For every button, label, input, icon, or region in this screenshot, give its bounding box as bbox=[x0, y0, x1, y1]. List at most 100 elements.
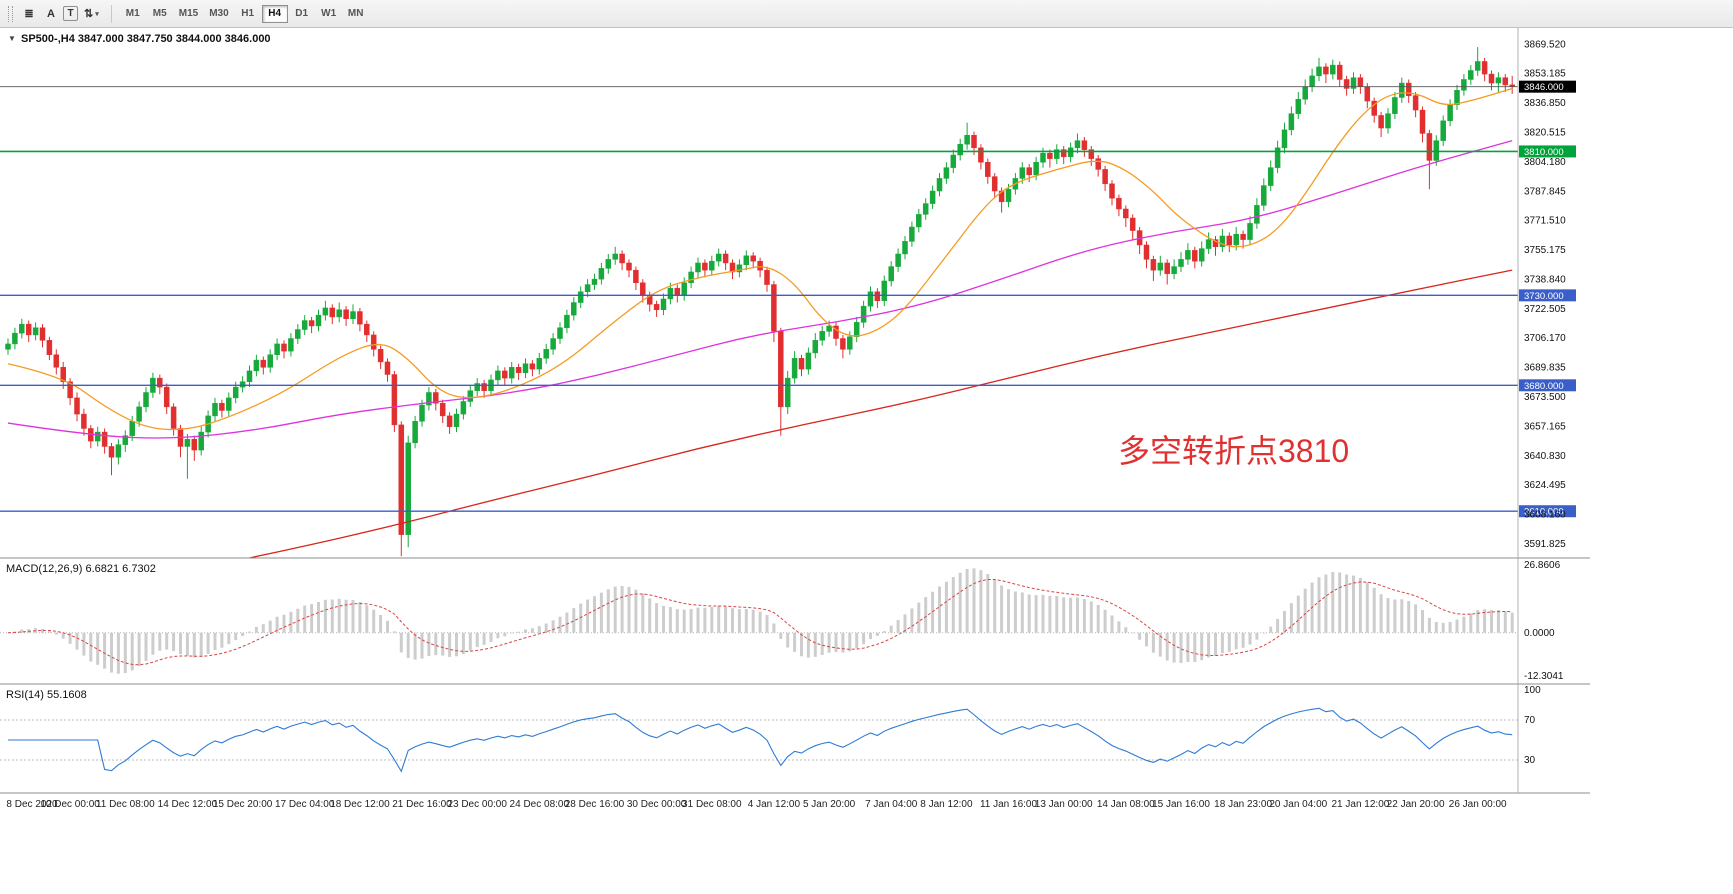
candle-down bbox=[874, 291, 881, 301]
time-label: 23 Dec 00:00 bbox=[447, 799, 507, 810]
candle-down bbox=[1481, 61, 1488, 75]
price-tick-label: 3657.165 bbox=[1524, 421, 1566, 432]
time-label: 11 Dec 08:00 bbox=[96, 799, 155, 810]
timeframe-D1[interactable]: D1 bbox=[289, 5, 315, 23]
candle-down bbox=[1357, 77, 1364, 87]
timeframe-H1[interactable]: H1 bbox=[235, 5, 261, 23]
window-list-button[interactable]: ≣ bbox=[19, 4, 39, 24]
candle-up bbox=[1385, 113, 1391, 129]
candle-down bbox=[25, 323, 32, 336]
candle-up bbox=[1281, 129, 1288, 149]
candle-up bbox=[929, 190, 936, 204]
candle-up bbox=[860, 305, 867, 323]
candle-up bbox=[1040, 152, 1046, 163]
timeframe-M5[interactable]: M5 bbox=[147, 5, 173, 23]
candle-down bbox=[1323, 66, 1329, 75]
macd-tick-min: -12.3041 bbox=[1524, 671, 1564, 682]
current-price-badge bbox=[1519, 80, 1576, 93]
time-label: 21 Jan 12:00 bbox=[1331, 799, 1389, 810]
price-axis[interactable]: 3810.000 3730.000 3680.000 3610.000 3846.000… bbox=[0, 28, 1590, 794]
candle-up bbox=[1219, 235, 1226, 248]
candle-up bbox=[1433, 140, 1440, 161]
hline-badge bbox=[1519, 505, 1576, 518]
symbol-dropdown-icon[interactable]: ▼ bbox=[8, 34, 16, 43]
candle-down bbox=[1081, 140, 1088, 150]
candle-up bbox=[322, 307, 329, 316]
candle-down bbox=[502, 370, 508, 379]
candle-down bbox=[626, 262, 632, 271]
candle-down bbox=[1336, 64, 1343, 80]
candle-up bbox=[791, 358, 798, 379]
candle-up bbox=[1205, 239, 1212, 249]
arrows-icon: ⇅ bbox=[84, 8, 94, 20]
candle-up bbox=[295, 329, 301, 339]
candle-down bbox=[998, 190, 1005, 203]
candle-up bbox=[1392, 97, 1398, 114]
candle-up bbox=[1247, 223, 1253, 240]
candle-up bbox=[184, 439, 191, 447]
candle-down bbox=[101, 431, 108, 447]
candle-down bbox=[281, 343, 287, 352]
timeframe-W1[interactable]: W1 bbox=[316, 5, 342, 23]
candle-up bbox=[1440, 120, 1446, 141]
rsi-tick-30: 30 bbox=[1524, 755, 1536, 766]
candle-down bbox=[1412, 95, 1419, 111]
price-tick-label: 3640.830 bbox=[1524, 451, 1566, 462]
candle-up bbox=[598, 268, 605, 280]
candle-up bbox=[419, 404, 425, 422]
candle-up bbox=[136, 406, 142, 422]
price-tick-label: 3836.850 bbox=[1524, 98, 1566, 109]
candle-down bbox=[1212, 239, 1219, 248]
candle-down bbox=[439, 403, 446, 417]
hline-badge-label: 3730.000 bbox=[1524, 291, 1564, 302]
candle-up bbox=[129, 421, 135, 436]
time-label: 15 Jan 16:00 bbox=[1152, 799, 1210, 810]
candle-down bbox=[384, 361, 391, 375]
current-price-label: 3846.000 bbox=[1524, 82, 1564, 93]
candle-up bbox=[812, 340, 819, 354]
candle-down bbox=[798, 358, 805, 370]
time-label: 28 Dec 16:00 bbox=[565, 799, 625, 810]
chart-title: SP500-,H4 3847.000 3847.750 3844.000 384… bbox=[21, 33, 271, 45]
candle-up bbox=[550, 338, 556, 350]
macd-signal-line bbox=[7, 578, 1513, 666]
candle-down bbox=[1164, 262, 1170, 275]
candle-up bbox=[571, 302, 577, 316]
candle-up bbox=[557, 327, 563, 339]
text-tool-button[interactable]: T bbox=[63, 6, 78, 21]
candle-up bbox=[1054, 149, 1060, 159]
candle-down bbox=[833, 325, 839, 339]
candle-down bbox=[1102, 169, 1108, 185]
candle-down bbox=[1143, 244, 1150, 260]
candle-up bbox=[909, 226, 915, 242]
candle-up bbox=[902, 241, 908, 255]
candle-down bbox=[377, 349, 384, 363]
candle-down bbox=[653, 304, 660, 310]
time-label: 17 Dec 04:00 bbox=[275, 799, 335, 810]
timeframe-M15[interactable]: M15 bbox=[174, 5, 203, 23]
candle-down bbox=[1240, 233, 1246, 240]
candle-up bbox=[564, 314, 570, 328]
timeframe-M1[interactable]: M1 bbox=[120, 5, 146, 23]
price-tick-label: 3722.505 bbox=[1524, 304, 1566, 315]
chevron-down-icon: ▾ bbox=[95, 10, 99, 18]
candle-up bbox=[1274, 147, 1281, 168]
candle-up bbox=[274, 343, 280, 355]
cursor-tool-button[interactable]: A bbox=[41, 4, 61, 24]
hline-badge-label: 3810.000 bbox=[1524, 147, 1564, 158]
objects-dropdown-button[interactable]: ⇅ ▾ bbox=[80, 4, 103, 24]
timeframe-MN[interactable]: MN bbox=[343, 5, 369, 23]
timeframe-M30[interactable]: M30 bbox=[204, 5, 233, 23]
candle-up bbox=[350, 311, 356, 319]
timeframe-H4[interactable]: H4 bbox=[261, 4, 288, 23]
toolbar-grip[interactable] bbox=[8, 5, 13, 22]
chart-area[interactable]: 3810.000 3730.000 3680.000 3610.000 3846.000… bbox=[0, 28, 1733, 894]
candle-up bbox=[1454, 90, 1460, 105]
candle-up bbox=[1067, 147, 1074, 158]
candle-down bbox=[640, 282, 646, 296]
time-label: 20 Jan 04:00 bbox=[1269, 799, 1327, 810]
candle-down bbox=[991, 176, 998, 192]
candle-down bbox=[722, 253, 729, 264]
annotation-text[interactable]: 多空转折点3810 bbox=[1118, 433, 1349, 469]
